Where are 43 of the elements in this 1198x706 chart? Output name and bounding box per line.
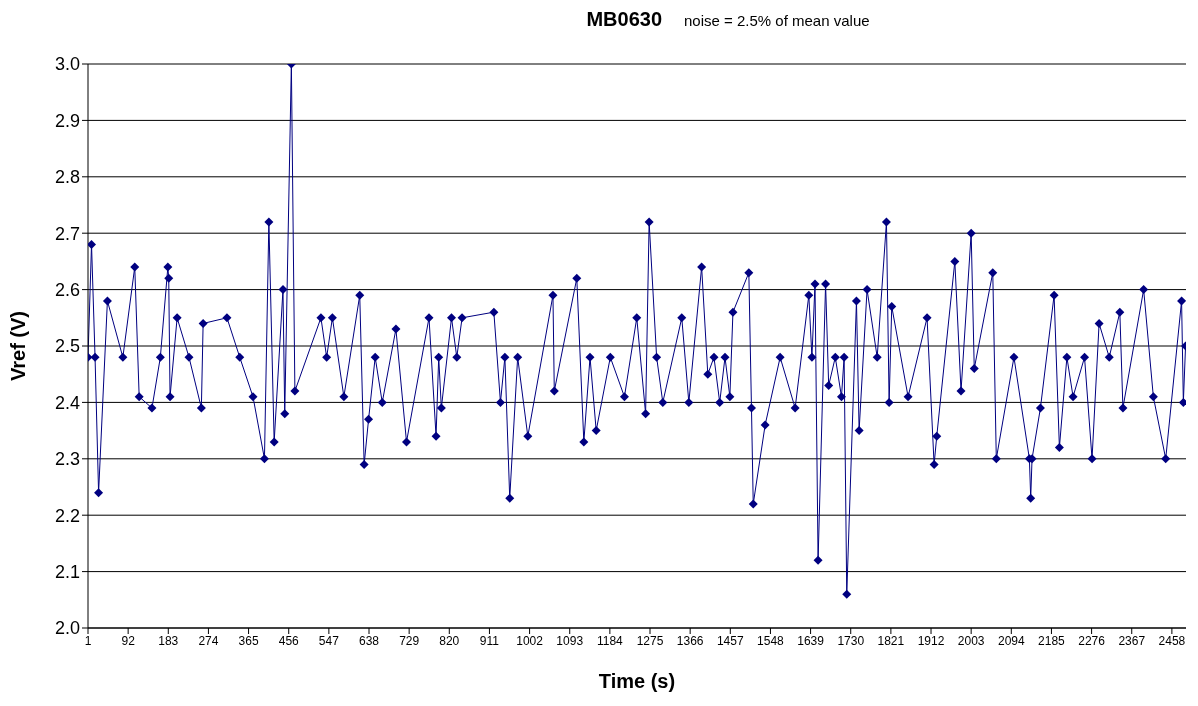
x-tick-label: 183 (158, 633, 179, 648)
x-tick-label: 1093 (556, 633, 584, 648)
y-tick-label: 2.0 (54, 618, 80, 639)
y-tick-label: 2.8 (54, 167, 80, 188)
x-tick-label: 547 (318, 633, 340, 648)
x-tick-label: 2458 (1158, 633, 1186, 648)
x-tick-label: 2276 (1078, 633, 1106, 648)
x-tick-label: 456 (278, 633, 300, 648)
x-axis-title: Time (s) (598, 670, 676, 692)
x-tick-label: 274 (198, 633, 219, 648)
x-tick-label: 638 (358, 633, 380, 648)
x-tick-label: 2003 (957, 633, 985, 648)
x-tick-label: 1912 (917, 633, 945, 648)
x-tick-label: 1 (84, 633, 92, 648)
y-tick-label: 2.1 (54, 561, 80, 582)
x-tick-label: 1457 (716, 633, 744, 648)
x-tick-label: 911 (479, 633, 500, 648)
y-tick-label: 2.4 (54, 392, 80, 413)
x-tick-label: 1366 (676, 633, 704, 648)
x-tick-label: 1184 (596, 633, 624, 648)
x-tick-label: 1548 (757, 633, 785, 648)
y-tick-label: 2.5 (54, 336, 80, 357)
y-tick-label: 3.0 (54, 54, 80, 75)
y-tick-label: 2.6 (54, 279, 80, 300)
x-tick-label: 1639 (797, 633, 825, 648)
chart-subtitle: noise = 2.5% of mean value (684, 12, 870, 29)
x-tick-label: 2185 (1038, 633, 1066, 648)
x-tick-label: 729 (399, 633, 420, 648)
x-tick-label: 365 (238, 633, 259, 648)
x-tick-label: 1821 (877, 633, 905, 648)
y-axis-title: Vref (V) (7, 310, 30, 382)
chart-title: MB0630 (586, 8, 663, 31)
y-tick-label: 2.9 (54, 110, 80, 131)
x-tick-label: 1730 (837, 633, 865, 648)
y-tick-label: 2.3 (54, 449, 80, 470)
x-tick-label: 1275 (636, 633, 664, 648)
x-tick-label: 820 (439, 633, 460, 648)
x-tick-label: 1002 (516, 633, 544, 648)
y-tick-label: 2.2 (54, 505, 80, 526)
x-tick-label: 2094 (997, 633, 1025, 648)
x-tick-label: 92 (121, 633, 136, 648)
y-tick-label: 2.7 (54, 223, 80, 244)
x-tick-label: 2367 (1118, 633, 1146, 648)
